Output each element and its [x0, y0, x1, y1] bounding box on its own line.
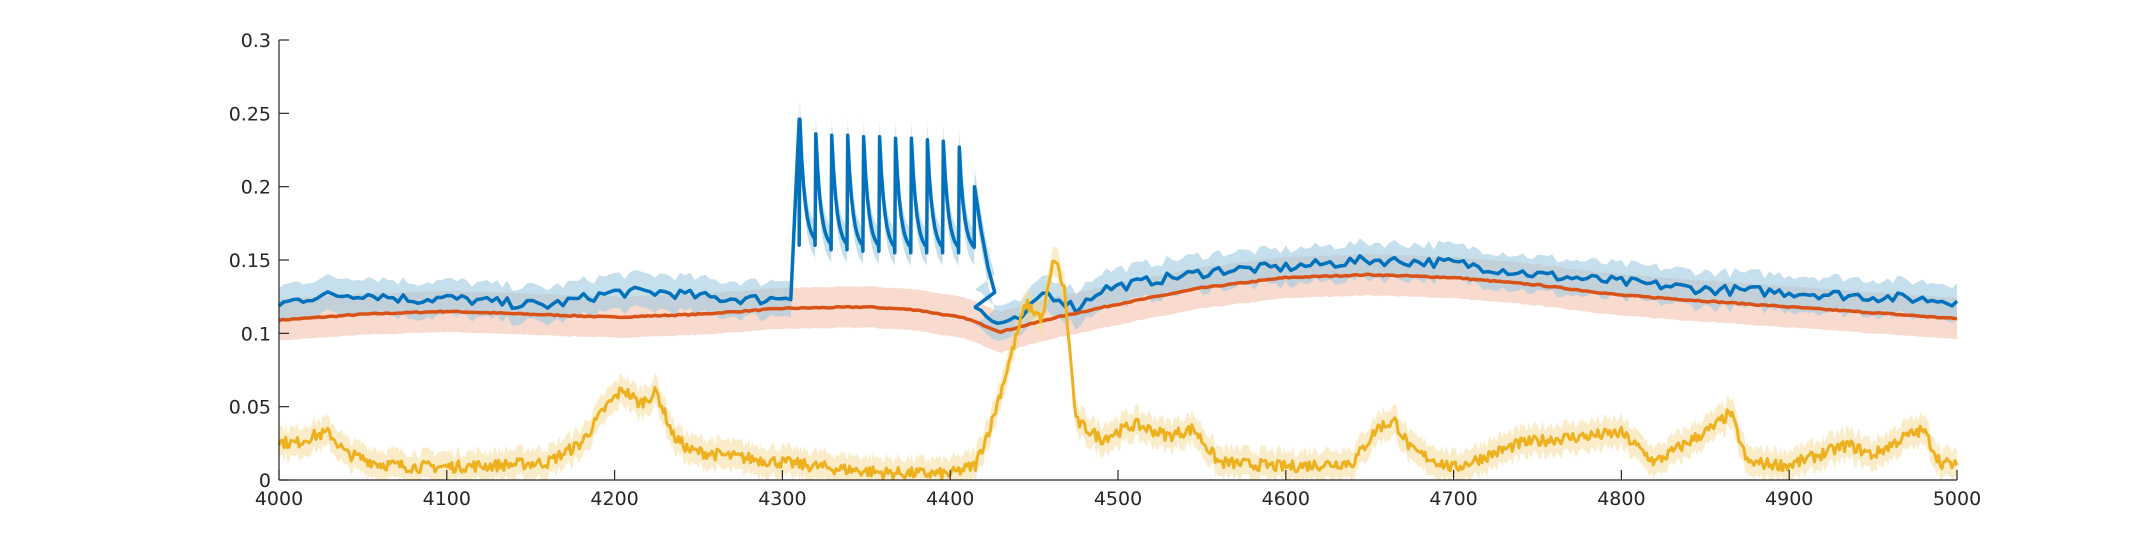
y-tick-label: 0: [259, 470, 271, 492]
series-1-line: [277, 117, 1959, 326]
series-2-line: [278, 272, 1958, 335]
x-tick-label: 4100: [423, 488, 471, 510]
y-tick-label: 0.1: [241, 323, 271, 345]
y-axis-ticks: 0 0.05 0.1 0.15 0.2 0.25 0.3: [229, 30, 289, 492]
y-tick-label: 0.2: [241, 177, 271, 199]
x-tick-label: 4400: [926, 488, 974, 510]
x-tick-label: 4000: [255, 488, 303, 510]
x-tick-label: 4200: [590, 488, 638, 510]
x-tick-label: 4600: [1262, 488, 1310, 510]
x-tick-label: 4500: [1094, 488, 1142, 510]
series-3-line: [277, 259, 1959, 481]
x-axis-ticks: 4000 4100 4200 4300 4400 4500 4600 4700 4800 4900…: [255, 470, 1981, 510]
x-tick-label: 4900: [1765, 488, 1813, 510]
y-tick-label: 0.05: [229, 397, 271, 419]
series-1-band: [279, 101, 1957, 341]
series-lines: [277, 117, 1959, 481]
x-tick-label: 4800: [1597, 488, 1645, 510]
y-tick-label: 0.25: [229, 103, 271, 125]
y-tick-label: 0.3: [241, 30, 271, 52]
x-tick-label: 5000: [1933, 488, 1981, 510]
y-tick-label: 0.15: [229, 250, 271, 272]
x-tick-label: 4700: [1429, 488, 1477, 510]
x-tick-label: 4300: [758, 488, 806, 510]
